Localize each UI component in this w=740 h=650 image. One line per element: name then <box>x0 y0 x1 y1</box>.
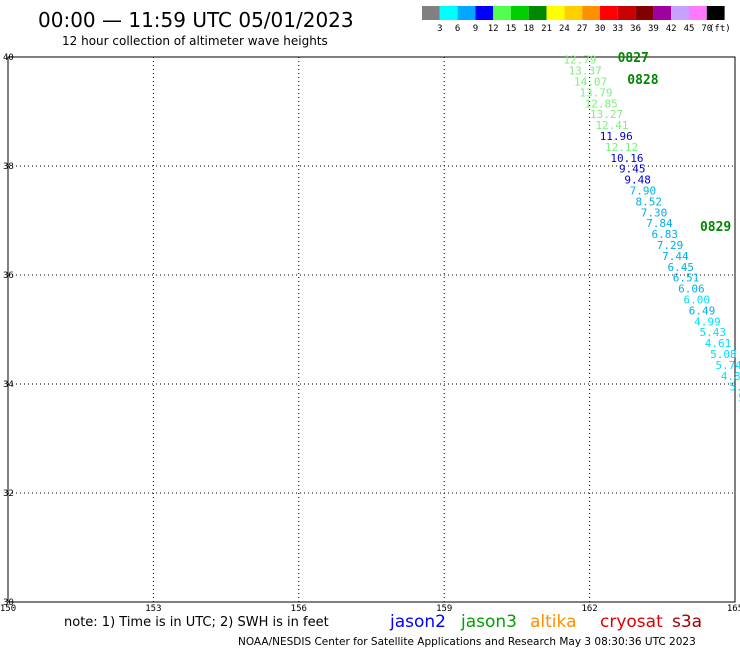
legend-swatch-label: 24 <box>559 24 570 34</box>
legend-swatch-label: 39 <box>648 24 659 34</box>
satellite-label: cryosat <box>600 612 663 632</box>
legend-swatch-label: 9 <box>473 24 478 34</box>
legend-swatch <box>528 6 547 20</box>
footer-note: note: 1) Time is in UTC; 2) SWH is in fe… <box>64 615 329 630</box>
wave-height-point: 6.83 <box>651 228 678 241</box>
time-annotation: 0829 <box>700 220 731 235</box>
footer-credit: NOAA/NESDIS Center for Satellite Applica… <box>238 636 696 648</box>
wave-height-point: 13.37 <box>569 65 602 78</box>
wave-height-point: 6.06 <box>678 283 705 296</box>
x-tick-label: 156 <box>291 604 307 614</box>
legend-swatch <box>493 6 511 20</box>
satellite-label: jason2 <box>389 612 446 632</box>
wave-height-point: 13.27 <box>590 108 623 121</box>
wave-height-point: 4.99 <box>694 315 721 328</box>
x-tick-label: 165 <box>727 604 740 614</box>
legend-unit-label: (ft) <box>709 24 731 34</box>
y-tick-label: 34 <box>3 380 14 390</box>
wave-height-point: 4.82 <box>721 370 740 383</box>
legend-swatch <box>439 6 458 20</box>
legend-swatch-label: 12 <box>488 24 499 34</box>
time-annotation: 0828 <box>627 73 658 88</box>
satellite-legend: jason2 jason3 altika cryosat s3a <box>389 612 702 632</box>
wave-height-point: 4.61 <box>705 337 732 350</box>
wave-height-point: 13.79 <box>579 86 612 99</box>
legend-swatch-label: 45 <box>684 24 695 34</box>
wave-height-point: 6.49 <box>689 304 716 317</box>
x-axis-tick-labels: 150 153 156 159 162 165 <box>0 604 740 614</box>
grid-lines <box>8 57 735 602</box>
legend-swatch <box>475 6 494 20</box>
wave-height-point: 8.52 <box>635 195 662 208</box>
wave-height-point: 5. <box>738 392 740 405</box>
wave-height-point: 10.16 <box>610 152 643 165</box>
time-annotations: 0827 0828 0829 <box>618 51 732 235</box>
legend-swatch <box>422 6 440 20</box>
satellite-label: jason3 <box>460 612 517 632</box>
wave-height-point: 9.48 <box>624 174 651 187</box>
wave-height-point: 14.07 <box>574 76 607 89</box>
legend-swatch <box>546 6 565 20</box>
y-tick-label: 32 <box>3 489 14 499</box>
y-tick-label: 40 <box>3 53 14 63</box>
legend-swatch <box>511 6 529 20</box>
legend-swatch <box>689 6 707 20</box>
legend-swatch-label: 70 <box>701 24 712 34</box>
legend-swatch <box>564 6 583 20</box>
legend-swatch-label: 3 <box>437 24 442 34</box>
legend-swatch-label: 6 <box>455 24 460 34</box>
time-annotation: 0827 <box>618 51 649 66</box>
legend-swatch <box>617 6 636 20</box>
wave-height-point: 5.43 <box>699 326 726 339</box>
y-tick-label: 36 <box>3 271 14 281</box>
x-tick-label: 153 <box>145 604 161 614</box>
legend-swatch <box>457 6 476 20</box>
x-tick-label: 150 <box>0 604 16 614</box>
legend-swatch-label: 27 <box>577 24 588 34</box>
wave-height-point: 7.84 <box>646 217 673 230</box>
legend-swatch <box>671 6 689 20</box>
legend-swatch-label: 36 <box>630 24 641 34</box>
legend-swatch <box>600 6 618 20</box>
wave-height-point: 9.45 <box>619 163 646 176</box>
legend-swatch-label: 15 <box>506 24 517 34</box>
legend-swatch <box>706 6 725 20</box>
y-tick-label: 38 <box>3 162 14 172</box>
y-axis-tick-labels: 30 32 34 36 38 40 <box>3 53 14 608</box>
legend-swatch <box>653 6 672 20</box>
wave-height-points: 12.7913.3714.0713.7912.8513.2712.4111.96… <box>563 54 740 405</box>
wave-height-point: 7.29 <box>657 239 684 252</box>
legend-swatch-label: 21 <box>541 24 552 34</box>
wave-height-point: 12.79 <box>563 54 596 67</box>
wave-height-point: 7.90 <box>630 185 657 198</box>
plot-frame <box>7 56 736 603</box>
satellite-label: altika <box>530 612 577 632</box>
satellite-label: s3a <box>672 612 702 632</box>
wave-height-point: 5.74 <box>715 359 740 372</box>
wave-height-point: 7.30 <box>641 206 668 219</box>
chart-subtitle: 12 hour collection of altimeter wave hei… <box>62 34 328 48</box>
wave-height-point: 6.00 <box>683 294 710 307</box>
wave-height-point: 6.45 <box>667 261 694 274</box>
legend-swatch-label: 30 <box>595 24 606 34</box>
legend-swatch-label: 33 <box>612 24 623 34</box>
wave-height-point: 5.8 <box>729 381 740 394</box>
chart-title: 00:00 — 11:59 UTC 05/01/2023 <box>38 8 354 32</box>
legend-swatch <box>635 6 654 20</box>
x-tick-label: 162 <box>581 604 597 614</box>
wave-height-point: 12.12 <box>605 141 638 154</box>
wave-height-point: 12.85 <box>585 97 618 110</box>
wave-height-point: 12.41 <box>595 119 628 132</box>
wave-height-point: 5.08 <box>710 348 737 361</box>
y-tick-label: 30 <box>3 598 14 608</box>
x-tick-label: 159 <box>436 604 452 614</box>
wave-height-point: 11.96 <box>600 130 633 143</box>
legend-swatch-label: 42 <box>666 24 677 34</box>
legend-swatch-label: 18 <box>523 24 534 34</box>
color-legend: 3 6 9 12 15 18 21 24 27 30 33 36 39 42 45 70 <box>422 6 725 34</box>
wave-height-point: 6.51 <box>673 272 700 285</box>
wave-height-point: 7.44 <box>662 250 689 263</box>
legend-swatch <box>582 6 600 20</box>
